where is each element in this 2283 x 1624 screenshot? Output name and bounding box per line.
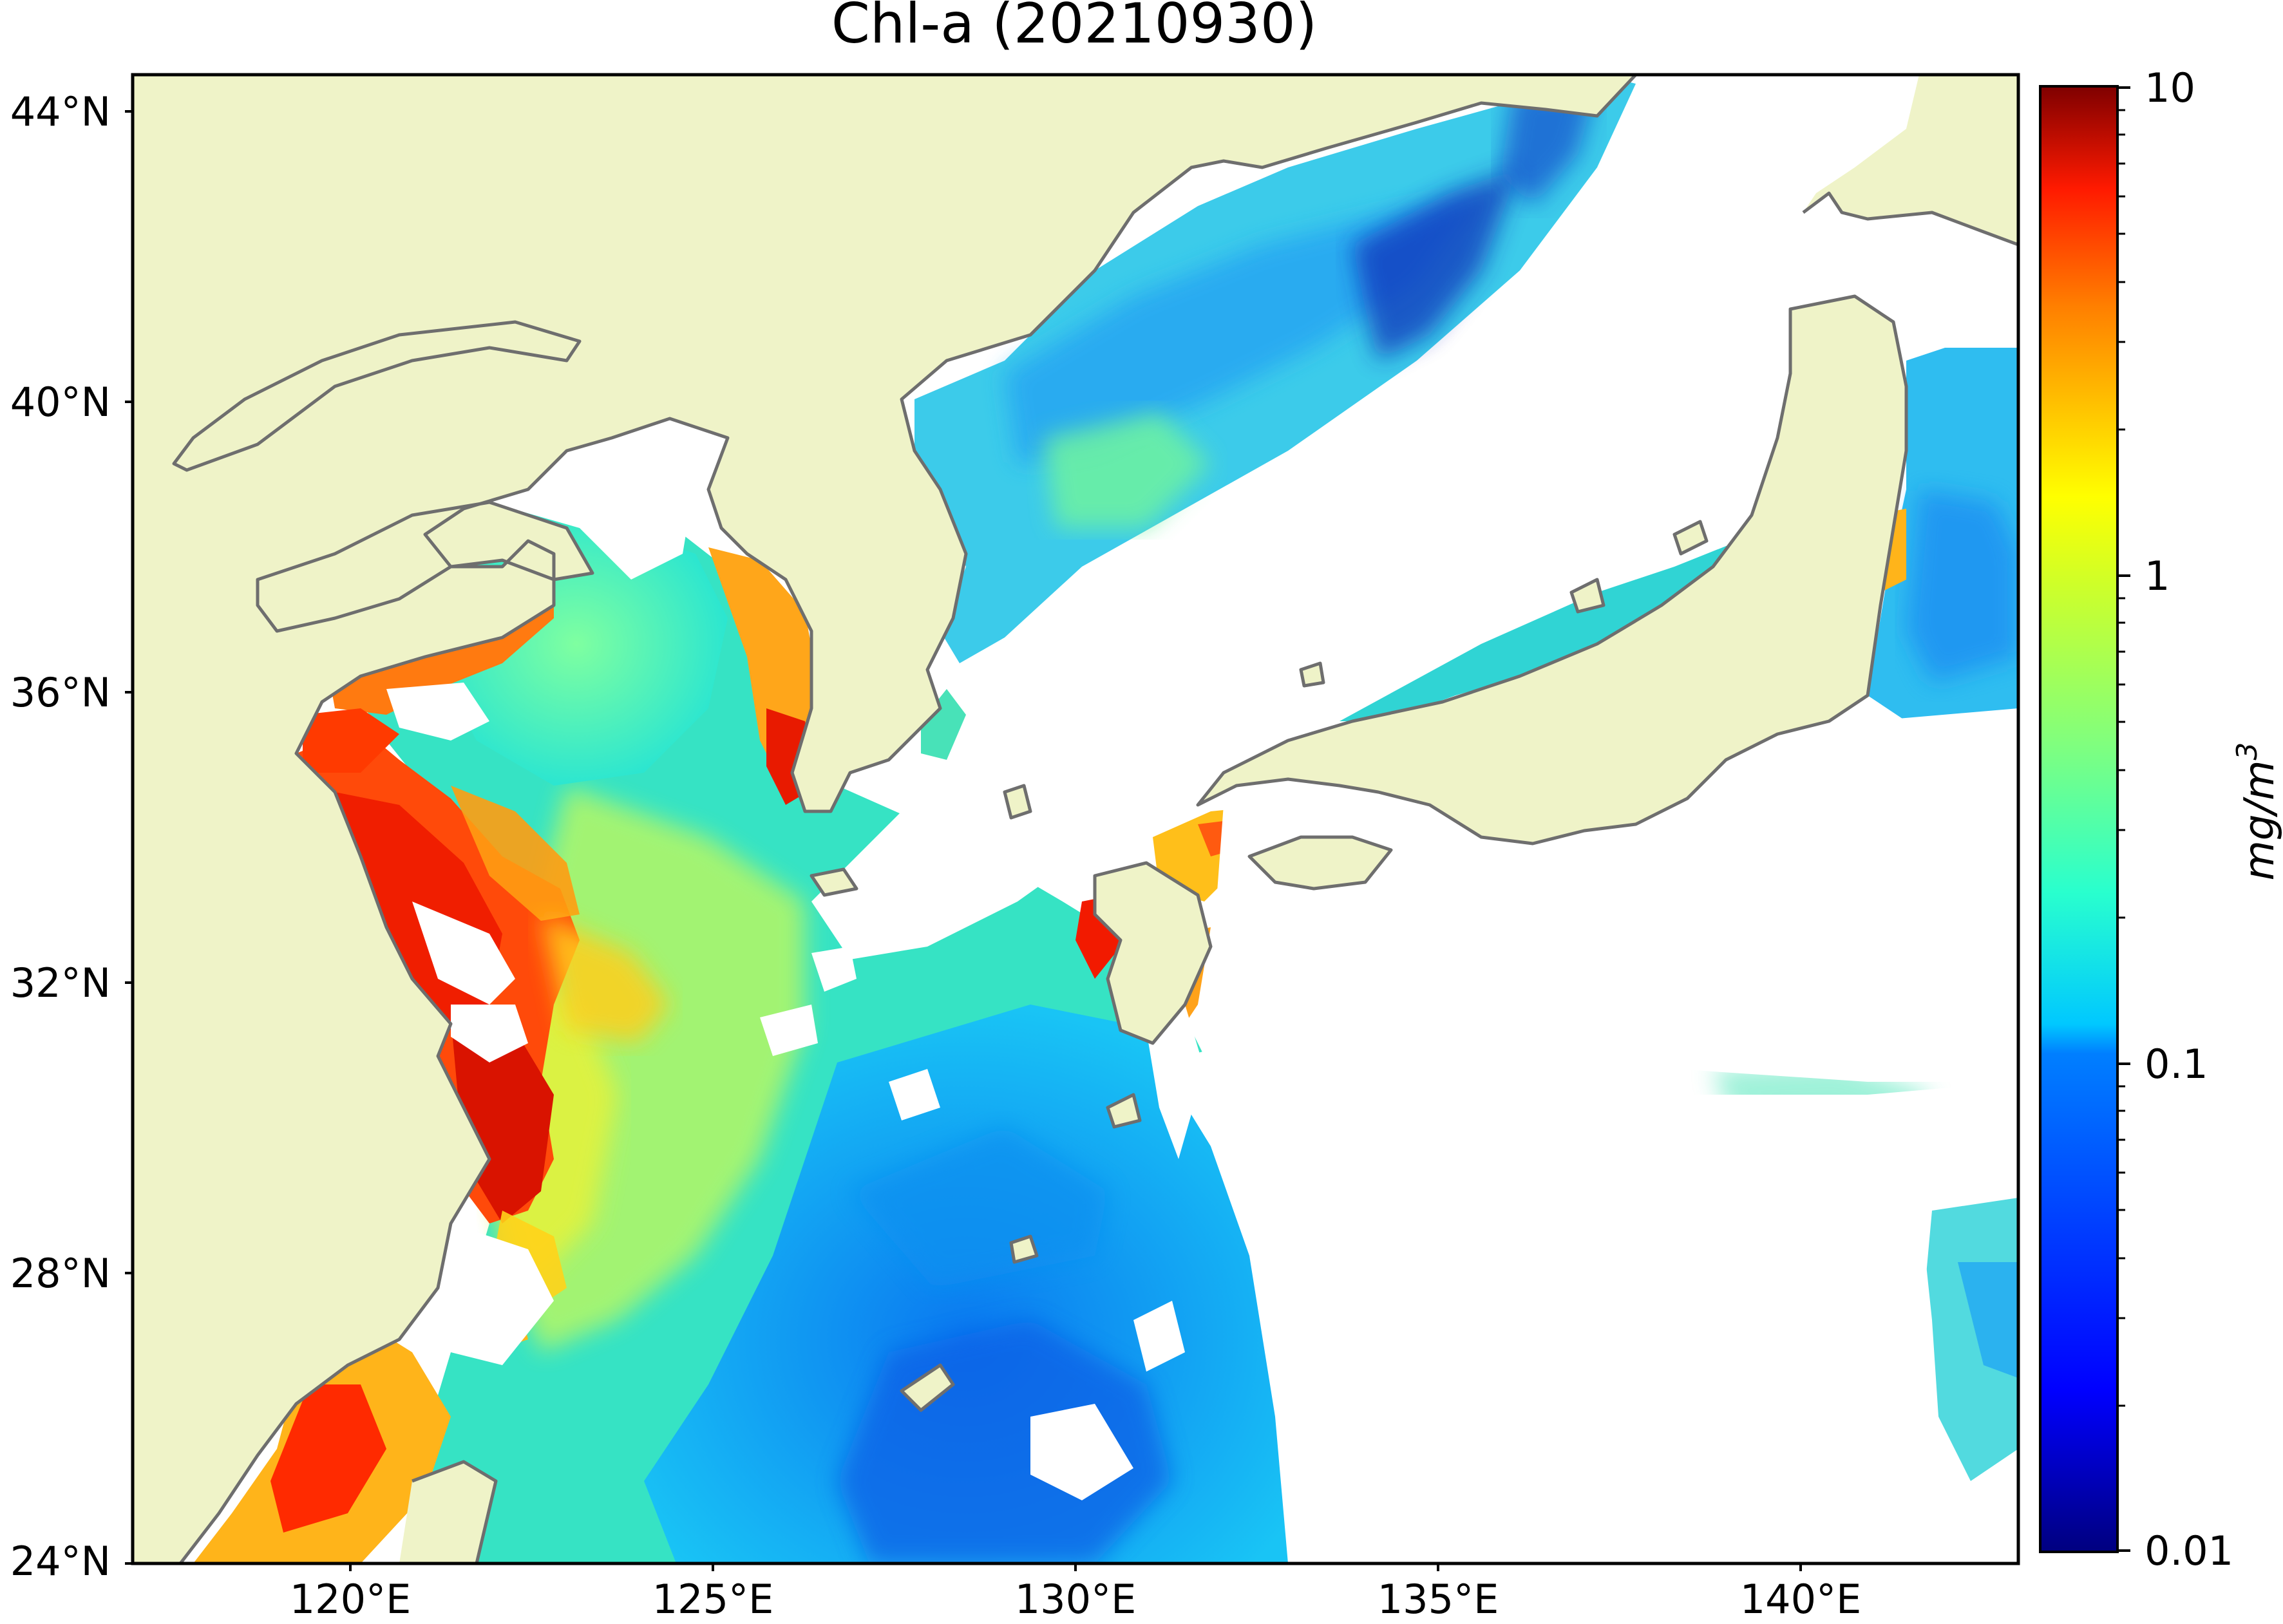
- lon-label: 125°E: [652, 1576, 774, 1623]
- colorbar-tick-label: 0.01: [2145, 1527, 2233, 1574]
- colorbar-tick-label: 0.1: [2145, 1041, 2208, 1088]
- land: [133, 75, 2018, 1563]
- map-panel: [133, 75, 2018, 1563]
- lat-label: 36°N: [10, 669, 111, 716]
- colorbar-unit: mg/m3: [2231, 742, 2283, 881]
- colorbar: 10 1 0.1 0.01 mg/m3: [2039, 64, 2283, 1574]
- colorbar-tick-label: 1: [2145, 552, 2170, 600]
- lat-label: 28°N: [10, 1250, 111, 1297]
- colorbar-tick-label: 10: [2145, 64, 2195, 111]
- lat-label: 32°N: [10, 959, 111, 1006]
- lon-label: 120°E: [290, 1576, 412, 1623]
- lon-label: 135°E: [1378, 1576, 1499, 1623]
- coastlines: [172, 75, 2018, 1563]
- cloud-mask: [187, 77, 2018, 1563]
- lat-label: 44°N: [10, 88, 111, 135]
- longitude-axis: 120°E 125°E 130°E 135°E 140°E: [290, 1563, 1862, 1623]
- lat-label: 40°N: [10, 379, 111, 426]
- latitude-axis: 44°N 40°N 36°N 32°N 28°N 24°N: [10, 88, 133, 1585]
- map-title: Chl-a (20210930): [831, 0, 1317, 56]
- lon-label: 140°E: [1740, 1576, 1862, 1623]
- lon-label: 130°E: [1015, 1576, 1137, 1623]
- colorbar-gradient: [2039, 85, 2119, 1553]
- lat-label: 24°N: [10, 1538, 111, 1585]
- colorbar-unit-superscript: 3: [2231, 742, 2264, 760]
- colorbar-unit-text: mg/m: [2236, 760, 2283, 881]
